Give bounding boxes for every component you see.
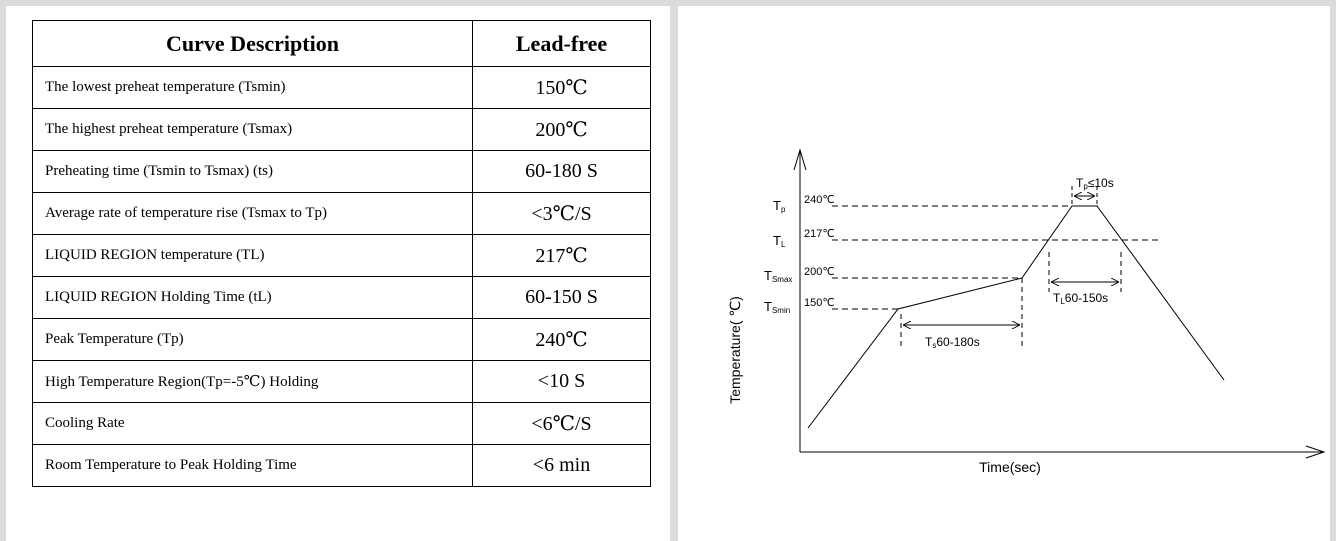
tsmax-symbol: TSmax xyxy=(764,268,792,284)
panel-divider xyxy=(670,0,678,541)
reflow-spec-table: Curve Description Lead-free The lowest p… xyxy=(32,20,651,487)
table-row: High Temperature Region(Tp=-5℃) Holding <… xyxy=(32,360,651,403)
column-header-curve-description: Curve Description xyxy=(32,20,473,67)
row-value: 240℃ xyxy=(472,318,651,361)
tsmin-temp: 150℃ xyxy=(804,297,835,309)
row-value: 217℃ xyxy=(472,234,651,277)
table-row: Cooling Rate <6℃/S xyxy=(32,402,651,445)
row-description: Preheating time (Tsmin to Tsmax) (ts) xyxy=(32,150,473,193)
row-description: LIQUID REGION temperature (TL) xyxy=(32,234,473,277)
tp-interval-label: Tp≤10s xyxy=(1076,176,1114,191)
y-axis-arrow xyxy=(793,148,807,171)
table-row: Room Temperature to Peak Holding Time <6 … xyxy=(32,444,651,487)
table-header-row: Curve Description Lead-free xyxy=(32,20,651,67)
row-value: 150℃ xyxy=(472,66,651,109)
tp-temp: 240℃ xyxy=(804,194,835,206)
tsmin-symbol: TSmin xyxy=(764,299,790,315)
reflow-profile-diagram: Tp 240℃ TL 217℃ TSmax 200℃ TSmin 150℃ Ts… xyxy=(727,148,1326,475)
column-header-lead-free: Lead-free xyxy=(472,20,651,67)
table-row: LIQUID REGION Holding Time (tL) 60-150 S xyxy=(32,276,651,319)
table-row: Average rate of temperature rise (Tsmax … xyxy=(32,192,651,235)
tp-symbol: Tp xyxy=(773,198,786,214)
row-description: The lowest preheat temperature (Tsmin) xyxy=(32,66,473,109)
table-row: Preheating time (Tsmin to Tsmax) (ts) 60-… xyxy=(32,150,651,193)
tl-symbol: TL xyxy=(773,233,786,249)
row-description: Peak Temperature (Tp) xyxy=(32,318,473,361)
page-frame-right xyxy=(1330,0,1336,541)
row-value: 60-180 S xyxy=(472,150,651,193)
row-value: <6℃/S xyxy=(472,402,651,445)
row-description: Room Temperature to Peak Holding Time xyxy=(32,444,473,487)
row-description: Cooling Rate xyxy=(32,402,473,445)
page-frame-top xyxy=(0,0,1336,6)
page-frame-left xyxy=(0,0,6,541)
table-row: LIQUID REGION temperature (TL) 217℃ xyxy=(32,234,651,277)
row-description: The highest preheat temperature (Tsmax) xyxy=(32,108,473,151)
row-description: LIQUID REGION Holding Time (tL) xyxy=(32,276,473,319)
table-row: The lowest preheat temperature (Tsmin) 15… xyxy=(32,66,651,109)
row-value: 200℃ xyxy=(472,108,651,151)
reflow-profile-curve xyxy=(807,205,1225,429)
row-description: Average rate of temperature rise (Tsmax … xyxy=(32,192,473,235)
row-description: High Temperature Region(Tp=-5℃) Holding xyxy=(32,360,473,403)
tl-temp: 217℃ xyxy=(804,228,835,240)
tl-interval-label: TL60-150s xyxy=(1053,291,1108,306)
table-row: The highest preheat temperature (Tsmax) 2… xyxy=(32,108,651,151)
x-axis-label: Time(sec) xyxy=(979,459,1041,475)
tsmax-temp: 200℃ xyxy=(804,266,835,278)
ts-interval-label: Ts60-180s xyxy=(925,335,980,350)
y-axis-label: Temperature( ℃) xyxy=(727,296,743,404)
row-value: <6 min xyxy=(472,444,651,487)
x-axis-arrow xyxy=(1305,445,1326,459)
row-value: <3℃/S xyxy=(472,192,651,235)
row-value: 60-150 S xyxy=(472,276,651,319)
row-value: <10 S xyxy=(472,360,651,403)
table-row: Peak Temperature (Tp) 240℃ xyxy=(32,318,651,361)
